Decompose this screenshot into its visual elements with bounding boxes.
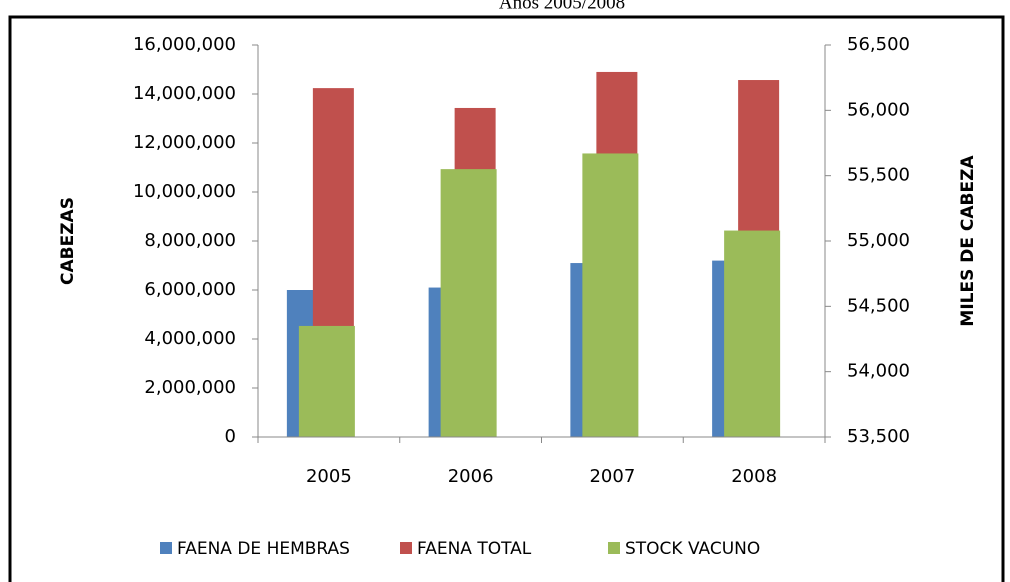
- y2-tick-label: 54,500: [847, 295, 910, 316]
- y2-tick-label: 55,500: [847, 165, 910, 186]
- y-tick-label: 16,000,000: [133, 34, 236, 55]
- x-tick-label: 2005: [306, 466, 352, 487]
- bar: [582, 153, 639, 437]
- y-tick-label: 2,000,000: [144, 377, 236, 398]
- legend-label: FAENA DE HEMBRAS: [177, 539, 350, 559]
- legend-label: FAENA TOTAL: [417, 539, 532, 559]
- y-tick-label: 6,000,000: [144, 279, 236, 300]
- legend-swatch: [608, 542, 620, 554]
- y2-tick-label: 56,500: [847, 34, 910, 55]
- y-tick-label: 12,000,000: [133, 132, 236, 153]
- frame: [8, 15, 1005, 582]
- bar: [298, 325, 355, 437]
- y-tick-label: 4,000,000: [144, 328, 236, 349]
- legend-swatch: [400, 542, 412, 554]
- bar: [440, 169, 497, 437]
- legend-swatch: [160, 542, 172, 554]
- y2-tick-label: 54,000: [847, 361, 910, 382]
- y-tick-label: 10,000,000: [133, 181, 236, 202]
- y2-tick-label: 55,000: [847, 230, 910, 251]
- chart-title: Años 2005/2008: [499, 0, 625, 13]
- y-tick-label: 14,000,000: [133, 83, 236, 104]
- y2-tick-label: 53,500: [847, 426, 910, 447]
- y-axis-title: CABEZAS: [58, 197, 78, 285]
- y2-tick-label: 56,000: [847, 99, 910, 120]
- legend-label: STOCK VACUNO: [625, 539, 760, 559]
- y-tick-label: 0: [225, 426, 236, 447]
- x-tick-label: 2006: [448, 466, 494, 487]
- x-tick-label: 2008: [731, 466, 777, 487]
- y2-axis-title: MILES DE CABEZA: [958, 155, 978, 327]
- bar: [724, 230, 781, 437]
- y-tick-label: 8,000,000: [144, 230, 236, 251]
- x-tick-label: 2007: [589, 466, 635, 487]
